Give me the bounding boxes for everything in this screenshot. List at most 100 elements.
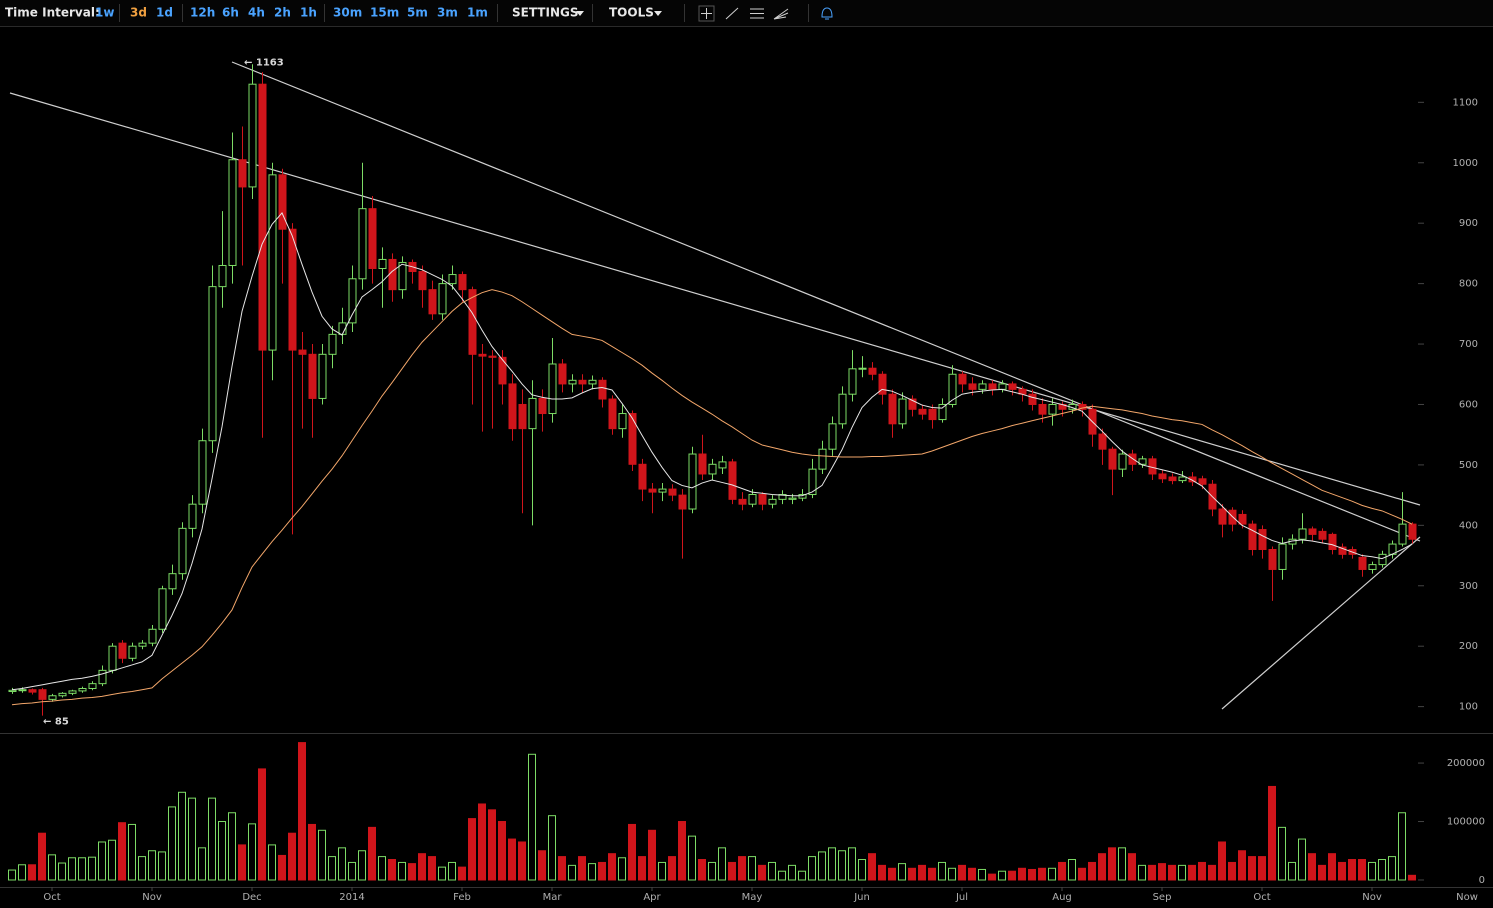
interval-button[interactable]: 5m <box>407 6 428 20</box>
volume-bar <box>8 869 16 881</box>
volume-bar <box>1048 867 1056 881</box>
candle-body <box>48 695 57 700</box>
volume-bar <box>858 859 866 881</box>
candle-body <box>148 628 157 644</box>
alert-tool[interactable] <box>821 7 833 20</box>
volume-bar <box>788 864 796 881</box>
volume-bar <box>1338 861 1346 881</box>
volume-bar <box>468 818 476 881</box>
tools-caret <box>654 11 662 16</box>
interval-button[interactable]: 1d <box>156 6 173 20</box>
candle-body <box>868 367 877 375</box>
volume-bar <box>1148 864 1156 881</box>
volume-bar <box>458 866 466 881</box>
volume-bar <box>148 850 156 881</box>
candle-body <box>588 379 597 385</box>
interval-button[interactable]: 1m <box>467 6 488 20</box>
volume-bar <box>348 861 356 881</box>
volume-bar <box>898 863 906 881</box>
fan-tool[interactable] <box>773 8 789 20</box>
volume-bar <box>368 826 376 881</box>
volume-bar <box>158 851 166 881</box>
tools-menu[interactable]: TOOLS <box>609 6 654 20</box>
candle-body <box>208 286 217 442</box>
crosshair-button[interactable] <box>698 5 715 22</box>
volume-bar <box>1098 853 1106 881</box>
candle-body <box>968 383 977 390</box>
candle-body <box>538 397 547 415</box>
fib-tool[interactable] <box>750 8 764 19</box>
interval-button[interactable]: 1w <box>95 6 114 20</box>
candle-body <box>108 645 117 671</box>
candle-body <box>508 383 517 430</box>
candle-body <box>1218 508 1227 525</box>
volume-bar <box>498 821 506 881</box>
volume-bar <box>568 864 576 881</box>
candle-body <box>1328 533 1337 551</box>
interval-button[interactable]: 15m <box>370 6 399 20</box>
interval-button[interactable]: 3d <box>130 6 147 20</box>
volume-bar <box>78 857 86 881</box>
candle-body <box>1408 523 1417 540</box>
volume-bar <box>608 853 616 881</box>
volume-bar <box>668 856 676 881</box>
candle-body <box>948 373 957 405</box>
candle-body <box>1098 433 1107 450</box>
candle-body <box>888 393 897 425</box>
candle-body <box>38 689 47 700</box>
interval-button[interactable]: 6h <box>222 6 239 20</box>
y-tick-label: 100 <box>1459 702 1478 713</box>
candle-body <box>1138 458 1147 465</box>
candle-body <box>1178 476 1187 482</box>
x-tick-label: Dec <box>242 892 261 903</box>
volume-bars <box>8 742 1416 881</box>
volume-bar <box>1238 850 1246 881</box>
interval-button[interactable]: 12h <box>190 6 215 20</box>
volume-bar <box>658 861 666 881</box>
candle-body <box>698 453 707 475</box>
interval-button[interactable]: 1h <box>300 6 317 20</box>
interval-button[interactable]: 4h <box>248 6 265 20</box>
volume-bar <box>1128 853 1136 881</box>
settings-menu[interactable]: SETTINGS <box>512 6 579 20</box>
volume-bar <box>88 856 96 881</box>
candle-body <box>428 289 437 315</box>
candle-body <box>68 690 77 694</box>
volume-bar <box>108 839 116 881</box>
interval-button[interactable]: 30m <box>333 6 362 20</box>
volume-bar <box>198 847 206 881</box>
candle-body <box>88 683 97 689</box>
candle-body <box>938 403 947 421</box>
candle-body <box>78 687 87 692</box>
volume-bar <box>288 832 296 881</box>
volume-bar <box>138 856 146 881</box>
candle-body <box>1248 523 1257 551</box>
volume-bar <box>218 821 226 881</box>
settings-caret <box>576 11 584 16</box>
volume-bar <box>1058 861 1066 881</box>
volume-bar <box>1188 864 1196 881</box>
volume-bar <box>1328 853 1336 881</box>
candle-body <box>978 383 987 390</box>
x-tick-label: Jun <box>853 892 870 903</box>
candle-body <box>178 527 187 575</box>
candle-body <box>738 498 747 505</box>
line-tool[interactable] <box>725 7 739 20</box>
drawing-tools <box>698 5 833 22</box>
candle-body <box>1308 528 1317 535</box>
candle-body <box>438 283 447 315</box>
x-tick-label: Mar <box>543 892 563 903</box>
candle-body <box>558 363 567 385</box>
x-tick-label: Nov <box>142 892 162 903</box>
volume-bar <box>928 867 936 881</box>
candle-body <box>418 271 427 291</box>
y-tick-label: 200 <box>1459 641 1478 652</box>
volume-bar <box>908 867 916 881</box>
candle-body <box>1158 473 1167 480</box>
candle-body <box>478 353 487 357</box>
candle-body <box>1338 546 1347 555</box>
interval-button[interactable]: 3m <box>437 6 458 20</box>
candle-body <box>1038 403 1047 415</box>
interval-button[interactable]: 2h <box>274 6 291 20</box>
candle-body <box>1368 564 1377 570</box>
